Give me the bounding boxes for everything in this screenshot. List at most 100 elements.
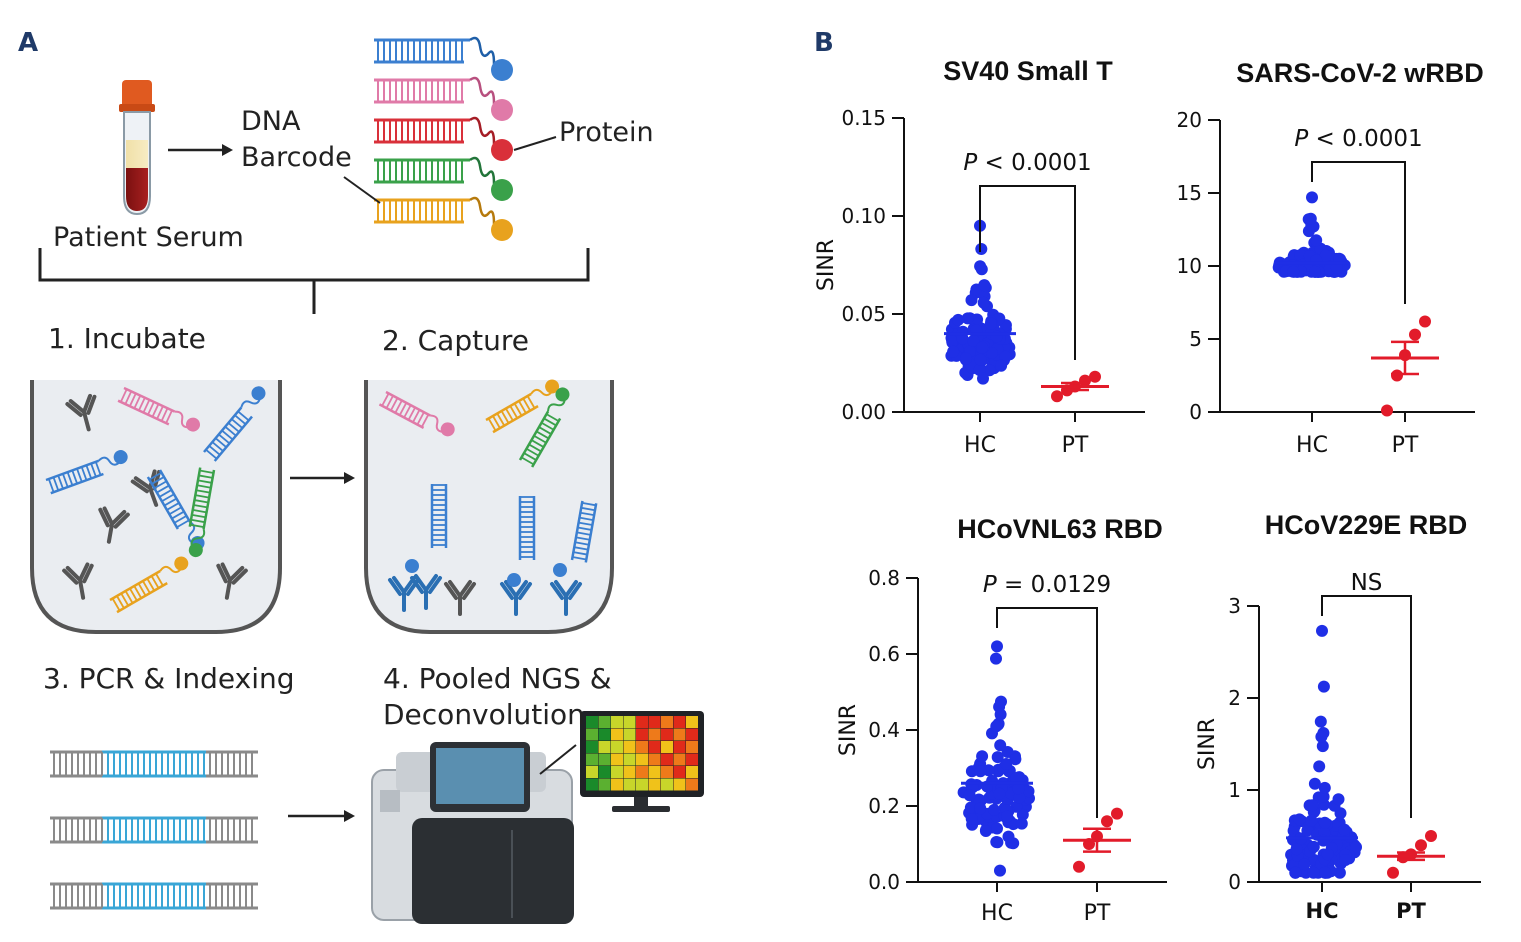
significance-bracket [1311,161,1406,304]
dna-strand [378,390,455,437]
chart-0: SV40 Small T 0.00 0.05 0.10 0.15 HC PT SINR P < … [814,56,1145,458]
hc-point [1010,772,1023,785]
hc-point [1339,854,1352,866]
protein-bead [491,59,513,81]
y-tick-label: 2 [1228,686,1241,710]
hc-point [1307,866,1320,879]
hc-point [994,864,1006,877]
y-tick-label: 15 [1177,181,1202,205]
hc-point [1308,777,1321,790]
significance-bracket [1321,595,1412,818]
hc-point [974,802,987,815]
chart-1: SARS-CoV-2 wRBD 0 5 10 15 20 HC PT P < 0.0001 [1177,58,1484,458]
hc-point [990,836,1003,848]
hc-point [988,803,1001,816]
y-axis-label: SINR [836,704,861,756]
hc-point [979,825,992,837]
dna-strand [117,386,201,432]
pt-point [1073,860,1085,873]
dna-strand [188,467,216,558]
x-tick-label: PT [1062,433,1089,458]
significance-label: P < 0.0001 [963,150,1091,176]
hc-point [977,372,989,385]
y-axis-label: SINR [814,239,839,291]
panel-b-label: B [814,28,834,58]
dna-strand [485,379,560,434]
chart-2: HCoVNL63 RBD 0.0 0.2 0.4 0.6 0.8 HC PT SINR P = 0… [836,514,1167,926]
hc-point [1333,866,1346,879]
y-tick-label: 10 [1177,254,1202,278]
antibody-icon [98,506,130,544]
x-tick-label: HC [1306,899,1339,923]
x-tick-label: PT [1392,433,1419,458]
hc-point [983,364,996,377]
hc-point [1350,841,1362,854]
significance-label: P < 0.0001 [1294,126,1422,152]
dna-strand [518,496,536,560]
x-tick-label: HC [1296,433,1328,458]
dna-strand [146,469,205,551]
step-capture-label: 2. Capture [382,324,529,357]
hc-point [978,279,991,292]
chart-3: HCoV229E RBD 0 1 2 3 HC PT SINR NS [1195,510,1481,923]
hc-point [1001,810,1014,823]
significance-bracket [996,607,1098,818]
hc-point [960,352,972,365]
y-tick-label: 0.10 [841,204,886,228]
antibody-icon [216,562,248,600]
hc-point [995,359,1008,372]
pt-point [1381,404,1393,417]
hc-point [994,739,1007,752]
pt-point [1111,807,1123,820]
hc-point [990,720,1003,733]
y-axis-label: SINR [1195,718,1220,770]
x-tick-label: HC [981,901,1013,926]
pt-point [1089,370,1101,383]
y-tick-label: 20 [1177,108,1202,132]
step-pcr-label: 3. PCR & Indexing [43,662,295,695]
hc-point [1298,858,1311,871]
hc-point [993,787,1006,800]
protein-bead [491,99,513,121]
antibody-icon [500,580,532,616]
hc-point [964,801,977,814]
pt-point [1101,815,1113,828]
dna-strand [45,450,128,495]
x-tick-label: PT [1084,901,1111,926]
y-tick-label: 0.8 [868,566,900,590]
panel-a-illustration [30,36,704,924]
chart-title: SARS-CoV-2 wRBD [1236,58,1484,88]
hc-point [991,822,1003,835]
hc-point [1316,624,1328,637]
hc-point [976,750,989,763]
y-tick-label: 5 [1189,327,1202,351]
antibody-icon [62,562,94,600]
hc-point [1318,781,1331,794]
patient-serum-label: Patient Serum [53,222,244,253]
hc-point [975,243,988,255]
pt-point [1415,839,1427,852]
pt-point [1409,328,1421,341]
pt-point [1391,369,1403,382]
antibody-icon [65,393,97,432]
step-ngs-label: 4. Pooled NGS & [383,662,612,695]
y-tick-label: 0.2 [868,794,900,818]
chart-title: HCoVNL63 RBD [957,514,1163,544]
hc-point [1310,234,1323,247]
hc-point [1319,866,1331,879]
hc-point [965,812,978,825]
y-tick-label: 0 [1189,400,1202,424]
dna-label: DNA [241,106,301,137]
chart-title: HCoV229E RBD [1265,510,1468,540]
hc-point [977,296,990,309]
hc-point [1306,799,1319,812]
capture-well [364,380,614,634]
hc-point [1016,808,1029,821]
hc-point [1332,793,1345,806]
hc-point [1012,782,1025,795]
hc-point [990,652,1002,665]
dna-strand [109,556,189,614]
hc-point [1009,753,1022,766]
hc-point [1022,785,1035,798]
